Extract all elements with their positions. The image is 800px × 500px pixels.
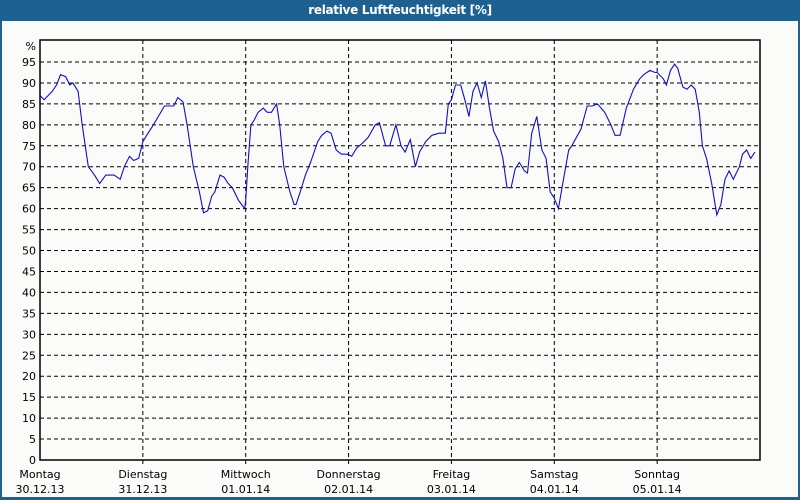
y-tick-label: 70 xyxy=(22,161,36,174)
y-tick-label: 50 xyxy=(22,245,36,258)
x-tick-date-label: 31.12.13 xyxy=(118,483,167,496)
y-tick-label: 35 xyxy=(22,307,36,320)
x-tick-day-label: Sonntag xyxy=(634,468,680,481)
y-tick-label: 10 xyxy=(22,412,36,425)
y-tick-label: 55 xyxy=(22,224,36,237)
x-tick-day-label: Freitag xyxy=(433,468,471,481)
y-axis: % 0 5 10 15 20 25 30 35 40 45 50 55 60 65 70 75 80 85 90 95 xyxy=(22,40,36,467)
x-tick-date-label: 01.01.14 xyxy=(221,483,270,496)
x-tick-date-label: 02.01.14 xyxy=(324,483,373,496)
plot-area-border xyxy=(39,39,761,461)
grid-lines xyxy=(40,40,760,464)
x-tick-date-label: 05.01.14 xyxy=(633,483,682,496)
x-tick-day-label: Dienstag xyxy=(118,468,167,481)
y-tick-label: 95 xyxy=(22,56,36,69)
y-tick-label: 15 xyxy=(22,391,36,404)
y-tick-label: 0 xyxy=(29,454,36,467)
y-tick-label: 40 xyxy=(22,286,36,299)
y-tick-label: 75 xyxy=(22,140,36,153)
x-tick-date-label: 04.01.14 xyxy=(530,483,579,496)
y-tick-label: 80 xyxy=(22,119,36,132)
y-tick-label: 45 xyxy=(22,265,36,278)
y-axis-unit-label: % xyxy=(26,40,36,53)
y-tick-label: 25 xyxy=(22,349,36,362)
x-tick-day-label: Samstag xyxy=(530,468,578,481)
y-tick-label: 20 xyxy=(22,370,36,383)
humidity-series-line xyxy=(39,63,756,217)
x-axis: Montag 30.12.13 Dienstag 31.12.13 Mittwoch 01… xyxy=(16,468,682,496)
chart-title: relative Luftfeuchtigkeit [%] xyxy=(308,3,492,17)
y-tick-label: 5 xyxy=(29,433,36,446)
y-tick-label: 85 xyxy=(22,98,36,111)
y-tick-label: 30 xyxy=(22,328,36,341)
x-tick-date-label: 03.01.14 xyxy=(427,483,476,496)
y-tick-label: 60 xyxy=(22,203,36,216)
x-tick-date-label: 30.12.13 xyxy=(16,483,65,496)
x-tick-day-label: Donnerstag xyxy=(316,468,380,481)
x-tick-day-label: Mittwoch xyxy=(221,468,271,481)
y-tick-label: 90 xyxy=(22,77,36,90)
y-tick-label: 65 xyxy=(22,182,36,195)
x-tick-day-label: Montag xyxy=(19,468,60,481)
